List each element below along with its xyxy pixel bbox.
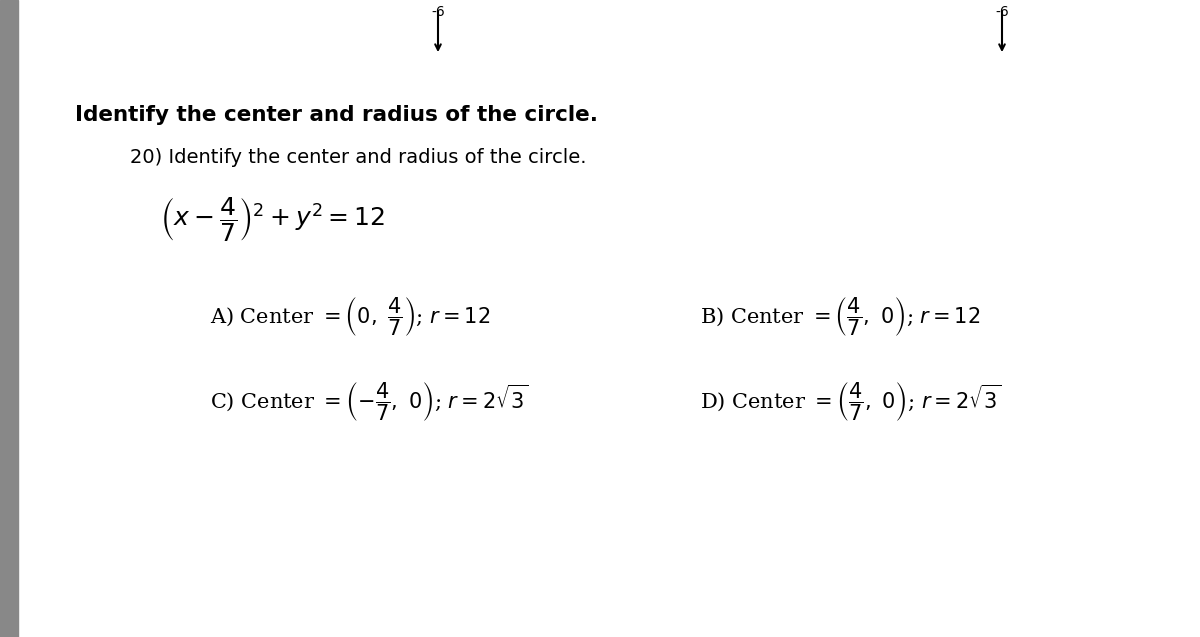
- Text: C) Center $= \left(-\dfrac{4}{7},\ 0\right)$; $r = 2\sqrt{3}$: C) Center $= \left(-\dfrac{4}{7},\ 0\rig…: [210, 380, 528, 423]
- Text: B) Center $= \left(\dfrac{4}{7},\ 0\right)$; $r = 12$: B) Center $= \left(\dfrac{4}{7},\ 0\righ…: [700, 295, 980, 338]
- Text: A) Center $= \left(0,\ \dfrac{4}{7}\right)$; $r = 12$: A) Center $= \left(0,\ \dfrac{4}{7}\righ…: [210, 295, 491, 338]
- Text: 20) Identify the center and radius of the circle.: 20) Identify the center and radius of th…: [130, 148, 587, 167]
- Text: D) Center $= \left(\dfrac{4}{7},\ 0\right)$; $r = 2\sqrt{3}$: D) Center $= \left(\dfrac{4}{7},\ 0\righ…: [700, 380, 1002, 423]
- Text: $\left(x - \dfrac{4}{7}\right)^2 + y^2 = 12$: $\left(x - \dfrac{4}{7}\right)^2 + y^2 =…: [160, 195, 385, 243]
- Text: Identify the center and radius of the circle.: Identify the center and radius of the ci…: [74, 105, 598, 125]
- Bar: [0, 0, 18, 637]
- Text: -6: -6: [995, 5, 1009, 19]
- Text: -6: -6: [431, 5, 445, 19]
